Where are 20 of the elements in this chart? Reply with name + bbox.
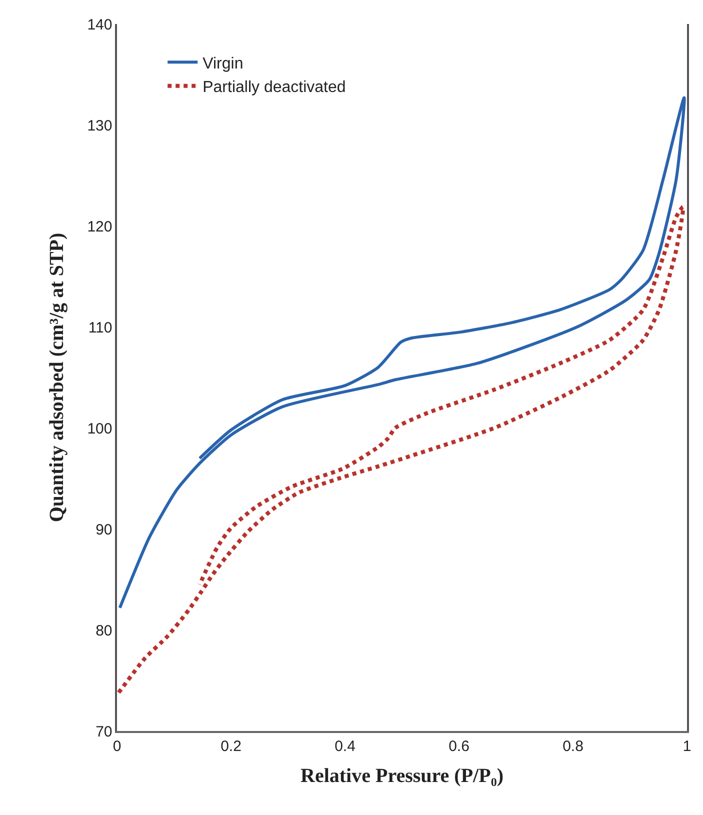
line-series [118, 96, 686, 610]
x-tick-label: 0.4 [334, 738, 356, 755]
y-tick-label: 110 [88, 319, 112, 336]
y-axis-title: Quantity adsorbed (cm³/g at STP) [46, 232, 68, 522]
line-series [117, 204, 686, 695]
x-axis-title: Relative Pressure (P/P₀) [300, 764, 504, 787]
legend-label: Virgin [202, 55, 244, 72]
y-tick-label: 70 [96, 723, 112, 740]
x-tick-label: 1 [682, 738, 692, 755]
x-tick-label: 0.2 [220, 738, 242, 755]
x-tick-label: 0.6 [448, 738, 470, 755]
legend-label: Partially deactivated [202, 79, 346, 96]
y-tick-label: 130 [87, 117, 112, 134]
x-tick-label: 0 [112, 738, 122, 755]
y-tick-label: 120 [87, 218, 112, 236]
y-tick-label: 100 [87, 420, 112, 438]
y-tick-label: 90 [96, 521, 112, 538]
y-tick-label: 140 [87, 16, 112, 34]
y-tick-label: 80 [96, 622, 112, 640]
x-tick-label: 0.8 [562, 738, 584, 755]
